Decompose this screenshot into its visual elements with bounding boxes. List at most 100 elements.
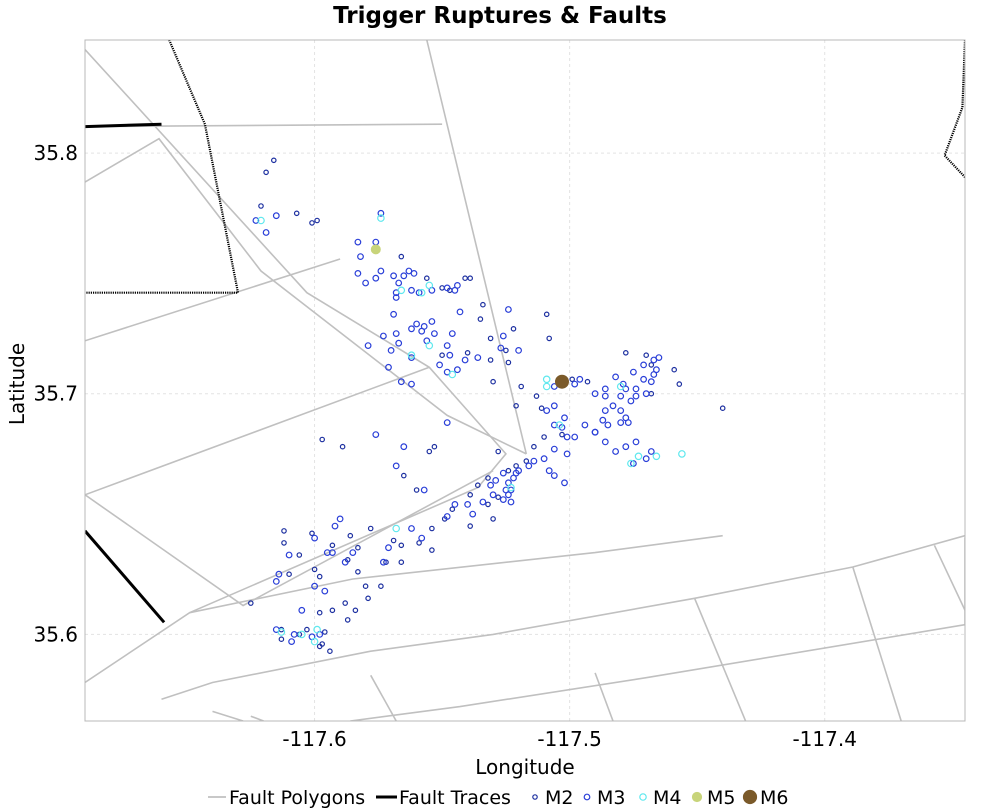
point-m2	[319, 641, 326, 647]
fault-trace-dotted-line	[85, 40, 240, 294]
earthquake-points	[248, 157, 726, 655]
point-m3	[609, 402, 617, 410]
point-m4	[678, 450, 686, 458]
x-axis-label: Longitude	[475, 755, 574, 779]
point-m3	[604, 421, 612, 429]
point-m2	[487, 335, 494, 342]
point-m3	[443, 419, 451, 427]
point-m2	[398, 542, 405, 549]
point-m3	[561, 414, 568, 422]
point-m3	[336, 515, 344, 523]
point-m3	[571, 380, 579, 388]
fault-polygon-line	[189, 534, 723, 614]
point-m2	[495, 448, 502, 455]
point-m3	[364, 342, 372, 350]
fault-polygon-line	[85, 137, 527, 455]
point-m5	[370, 244, 381, 255]
point-m3	[341, 558, 349, 566]
point-m3	[311, 582, 319, 590]
point-m2	[309, 220, 315, 226]
point-m3	[617, 407, 625, 415]
point-m3	[454, 282, 461, 289]
point-m2	[329, 607, 336, 614]
point-m3	[408, 325, 415, 333]
point-m3	[650, 356, 658, 364]
point-m2	[352, 607, 359, 614]
point-m3	[456, 308, 464, 316]
point-m2	[398, 253, 405, 260]
point-m2	[467, 275, 474, 282]
point-m2	[278, 636, 285, 643]
point-m2	[383, 559, 389, 566]
fault-trace-dotted-line	[943, 40, 965, 178]
point-m3	[418, 327, 426, 335]
point-m2	[523, 458, 530, 464]
point-m3	[354, 270, 362, 277]
point-m2	[648, 362, 655, 368]
point-m2	[510, 325, 517, 332]
point-m2	[543, 311, 550, 318]
point-m2	[281, 540, 287, 546]
point-m4	[407, 351, 416, 360]
point-m2	[559, 431, 565, 438]
point-m3	[362, 279, 370, 287]
point-m2	[462, 275, 468, 282]
point-m2	[467, 523, 474, 529]
point-m3	[499, 496, 507, 504]
point-m4	[425, 341, 434, 350]
point-m3	[461, 356, 469, 364]
fault-traces	[85, 40, 965, 624]
point-m2	[281, 528, 287, 534]
point-m3	[380, 332, 387, 340]
point-m4	[542, 382, 551, 391]
point-m2	[505, 359, 512, 366]
point-m2	[321, 629, 328, 635]
point-m2	[676, 381, 683, 387]
point-m3	[640, 361, 647, 369]
point-m4	[507, 483, 515, 492]
point-m2	[314, 217, 320, 224]
point-m4	[616, 382, 625, 391]
point-m3	[385, 544, 392, 552]
point-m2	[490, 516, 496, 522]
point-m2	[538, 405, 545, 412]
series-m6	[555, 374, 569, 389]
point-m2	[671, 366, 678, 373]
point-m3	[543, 407, 551, 415]
point-m2	[518, 383, 525, 390]
point-m2	[316, 609, 323, 616]
point-m3	[443, 342, 451, 350]
point-m3	[530, 457, 538, 465]
point-m3	[377, 209, 385, 217]
plot-frame	[84, 39, 966, 722]
point-m3	[576, 375, 584, 383]
point-m2	[296, 552, 303, 558]
legend-label-m4: M4	[653, 787, 681, 809]
point-m3	[418, 534, 426, 542]
point-m3	[446, 351, 454, 359]
point-m2	[355, 544, 361, 551]
point-m2	[429, 547, 435, 553]
point-m2	[503, 347, 509, 354]
fault-polygon-line	[693, 597, 747, 721]
point-m3	[550, 421, 558, 429]
point-m3	[617, 392, 625, 400]
point-m3	[474, 354, 482, 362]
point-m3	[550, 402, 558, 410]
y-axis-label: Latitude	[5, 343, 29, 425]
point-m2	[270, 157, 277, 164]
plot-area	[85, 40, 965, 721]
point-m3	[372, 238, 380, 246]
point-m2	[355, 568, 361, 575]
legend-label-m6: M6	[760, 787, 788, 809]
fault-polygon-line	[964, 537, 965, 625]
point-m4	[257, 216, 265, 225]
legend-label-m3: M3	[597, 787, 625, 809]
point-m3	[492, 477, 500, 484]
point-m3	[627, 397, 635, 405]
point-m3	[563, 433, 571, 441]
point-m2	[546, 335, 553, 342]
point-m3	[272, 578, 280, 585]
point-m3	[642, 390, 650, 398]
fault-polygons	[85, 40, 965, 721]
